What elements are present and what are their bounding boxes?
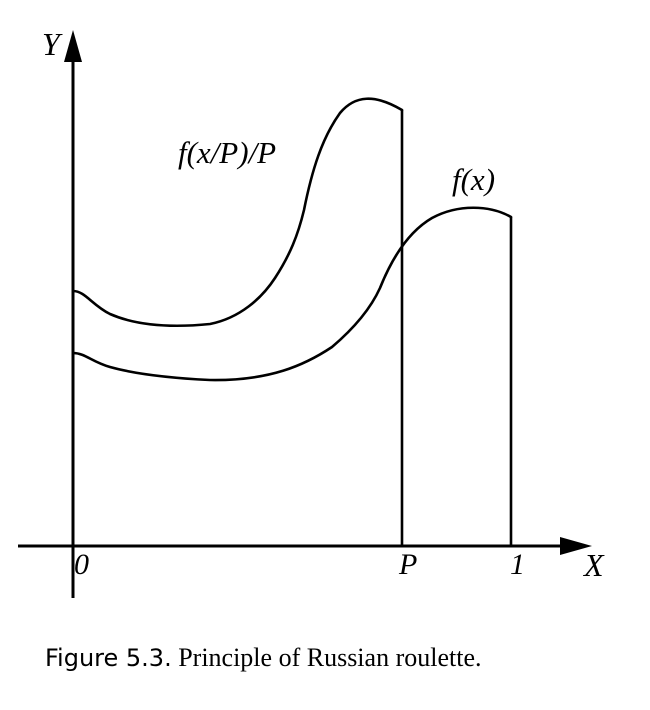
origin-label: 0 (74, 548, 89, 581)
scaled-curve-label: f(x/P)/P (178, 135, 276, 170)
tick-p-label: P (398, 548, 417, 581)
scaled-curve (71, 97, 404, 327)
original-curve-label: f(x) (452, 162, 495, 197)
russian-roulette-diagram: Y X 0 P 1 f(x/P)/P f(x) (18, 26, 605, 598)
figure-caption: Figure 5.3. Principle of Russian roulett… (45, 643, 635, 673)
caption-text: Principle of Russian roulette. (178, 643, 482, 672)
y-axis-arrowhead (64, 30, 82, 62)
y-axis-label: Y (42, 26, 63, 62)
x-axis-label: X (582, 547, 605, 583)
original-curve (71, 206, 513, 382)
figure-number: Figure 5.3. (45, 644, 172, 672)
tick-one-label: 1 (510, 548, 525, 581)
x-axis-arrowhead (560, 537, 592, 555)
